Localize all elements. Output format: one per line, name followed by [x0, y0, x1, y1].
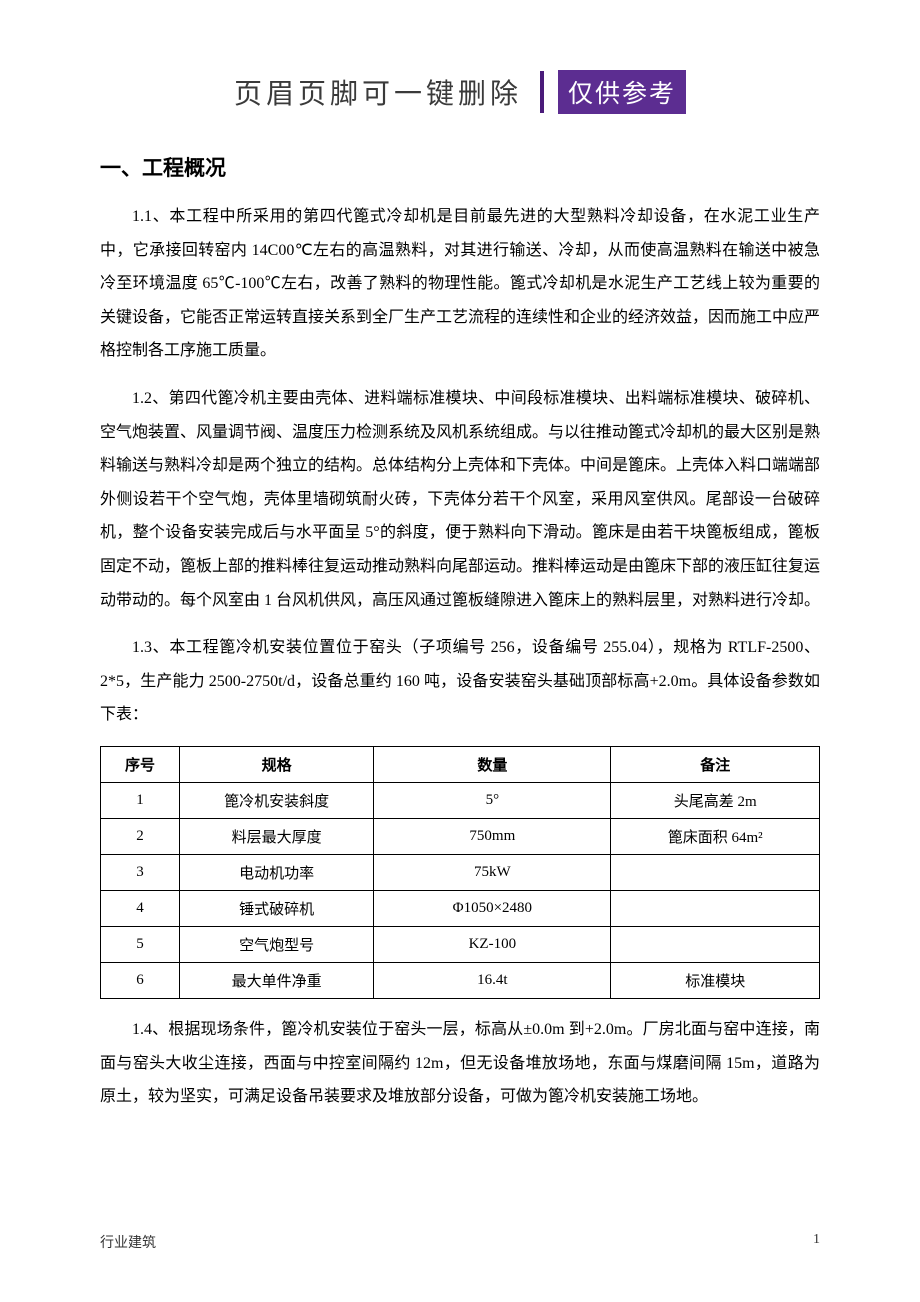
cell-remark — [611, 854, 820, 890]
cell-qty: KZ-100 — [374, 926, 611, 962]
table-row: 6 最大单件净重 16.4t 标准模块 — [101, 962, 820, 998]
cell-seq: 5 — [101, 926, 180, 962]
cell-remark: 头尾高差 2m — [611, 782, 820, 818]
equipment-params-table: 序号 规格 数量 备注 1 篦冷机安装斜度 5° 头尾高差 2m 2 料层最大厚… — [100, 746, 820, 999]
paragraph-1-4: 1.4、根据现场条件，篦冷机安装位于窑头一层，标高从±0.0m 到+2.0m。厂… — [100, 1013, 820, 1114]
cell-qty: 75kW — [374, 854, 611, 890]
table-row: 4 锤式破碎机 Φ1050×2480 — [101, 890, 820, 926]
col-header-qty: 数量 — [374, 746, 611, 782]
col-header-seq: 序号 — [101, 746, 180, 782]
cell-spec: 最大单件净重 — [180, 962, 374, 998]
cell-spec: 电动机功率 — [180, 854, 374, 890]
page-number: 1 — [813, 1232, 820, 1252]
header-title: 页眉页脚可一键删除 — [234, 72, 522, 112]
paragraph-1-3: 1.3、本工程篦冷机安装位置位于窑头（子项编号 256，设备编号 255.04）… — [100, 631, 820, 732]
cell-qty: 5° — [374, 782, 611, 818]
table-header-row: 序号 规格 数量 备注 — [101, 746, 820, 782]
cell-remark — [611, 890, 820, 926]
cell-spec: 空气炮型号 — [180, 926, 374, 962]
table-row: 2 料层最大厚度 750mm 篦床面积 64m² — [101, 818, 820, 854]
cell-spec: 篦冷机安装斜度 — [180, 782, 374, 818]
cell-spec: 料层最大厚度 — [180, 818, 374, 854]
col-header-spec: 规格 — [180, 746, 374, 782]
cell-remark: 篦床面积 64m² — [611, 818, 820, 854]
cell-seq: 4 — [101, 890, 180, 926]
header-divider — [540, 71, 544, 113]
footer-left-text: 行业建筑 — [100, 1232, 156, 1252]
paragraph-1-2: 1.2、第四代篦冷机主要由壳体、进料端标准模块、中间段标准模块、出料端标准模块、… — [100, 382, 820, 617]
page-footer: 行业建筑 1 — [100, 1232, 820, 1252]
page-header: 页眉页脚可一键删除 仅供参考 — [100, 70, 820, 114]
cell-qty: 16.4t — [374, 962, 611, 998]
cell-remark — [611, 926, 820, 962]
cell-qty: Φ1050×2480 — [374, 890, 611, 926]
cell-seq: 3 — [101, 854, 180, 890]
table-row: 1 篦冷机安装斜度 5° 头尾高差 2m — [101, 782, 820, 818]
cell-qty: 750mm — [374, 818, 611, 854]
header-badge: 仅供参考 — [558, 70, 686, 114]
cell-seq: 6 — [101, 962, 180, 998]
section-title: 一、工程概况 — [100, 152, 820, 182]
cell-seq: 2 — [101, 818, 180, 854]
col-header-remark: 备注 — [611, 746, 820, 782]
paragraph-1-1: 1.1、本工程中所采用的第四代篦式冷却机是目前最先进的大型熟料冷却设备，在水泥工… — [100, 200, 820, 368]
cell-remark: 标准模块 — [611, 962, 820, 998]
table-row: 5 空气炮型号 KZ-100 — [101, 926, 820, 962]
cell-seq: 1 — [101, 782, 180, 818]
table-row: 3 电动机功率 75kW — [101, 854, 820, 890]
cell-spec: 锤式破碎机 — [180, 890, 374, 926]
